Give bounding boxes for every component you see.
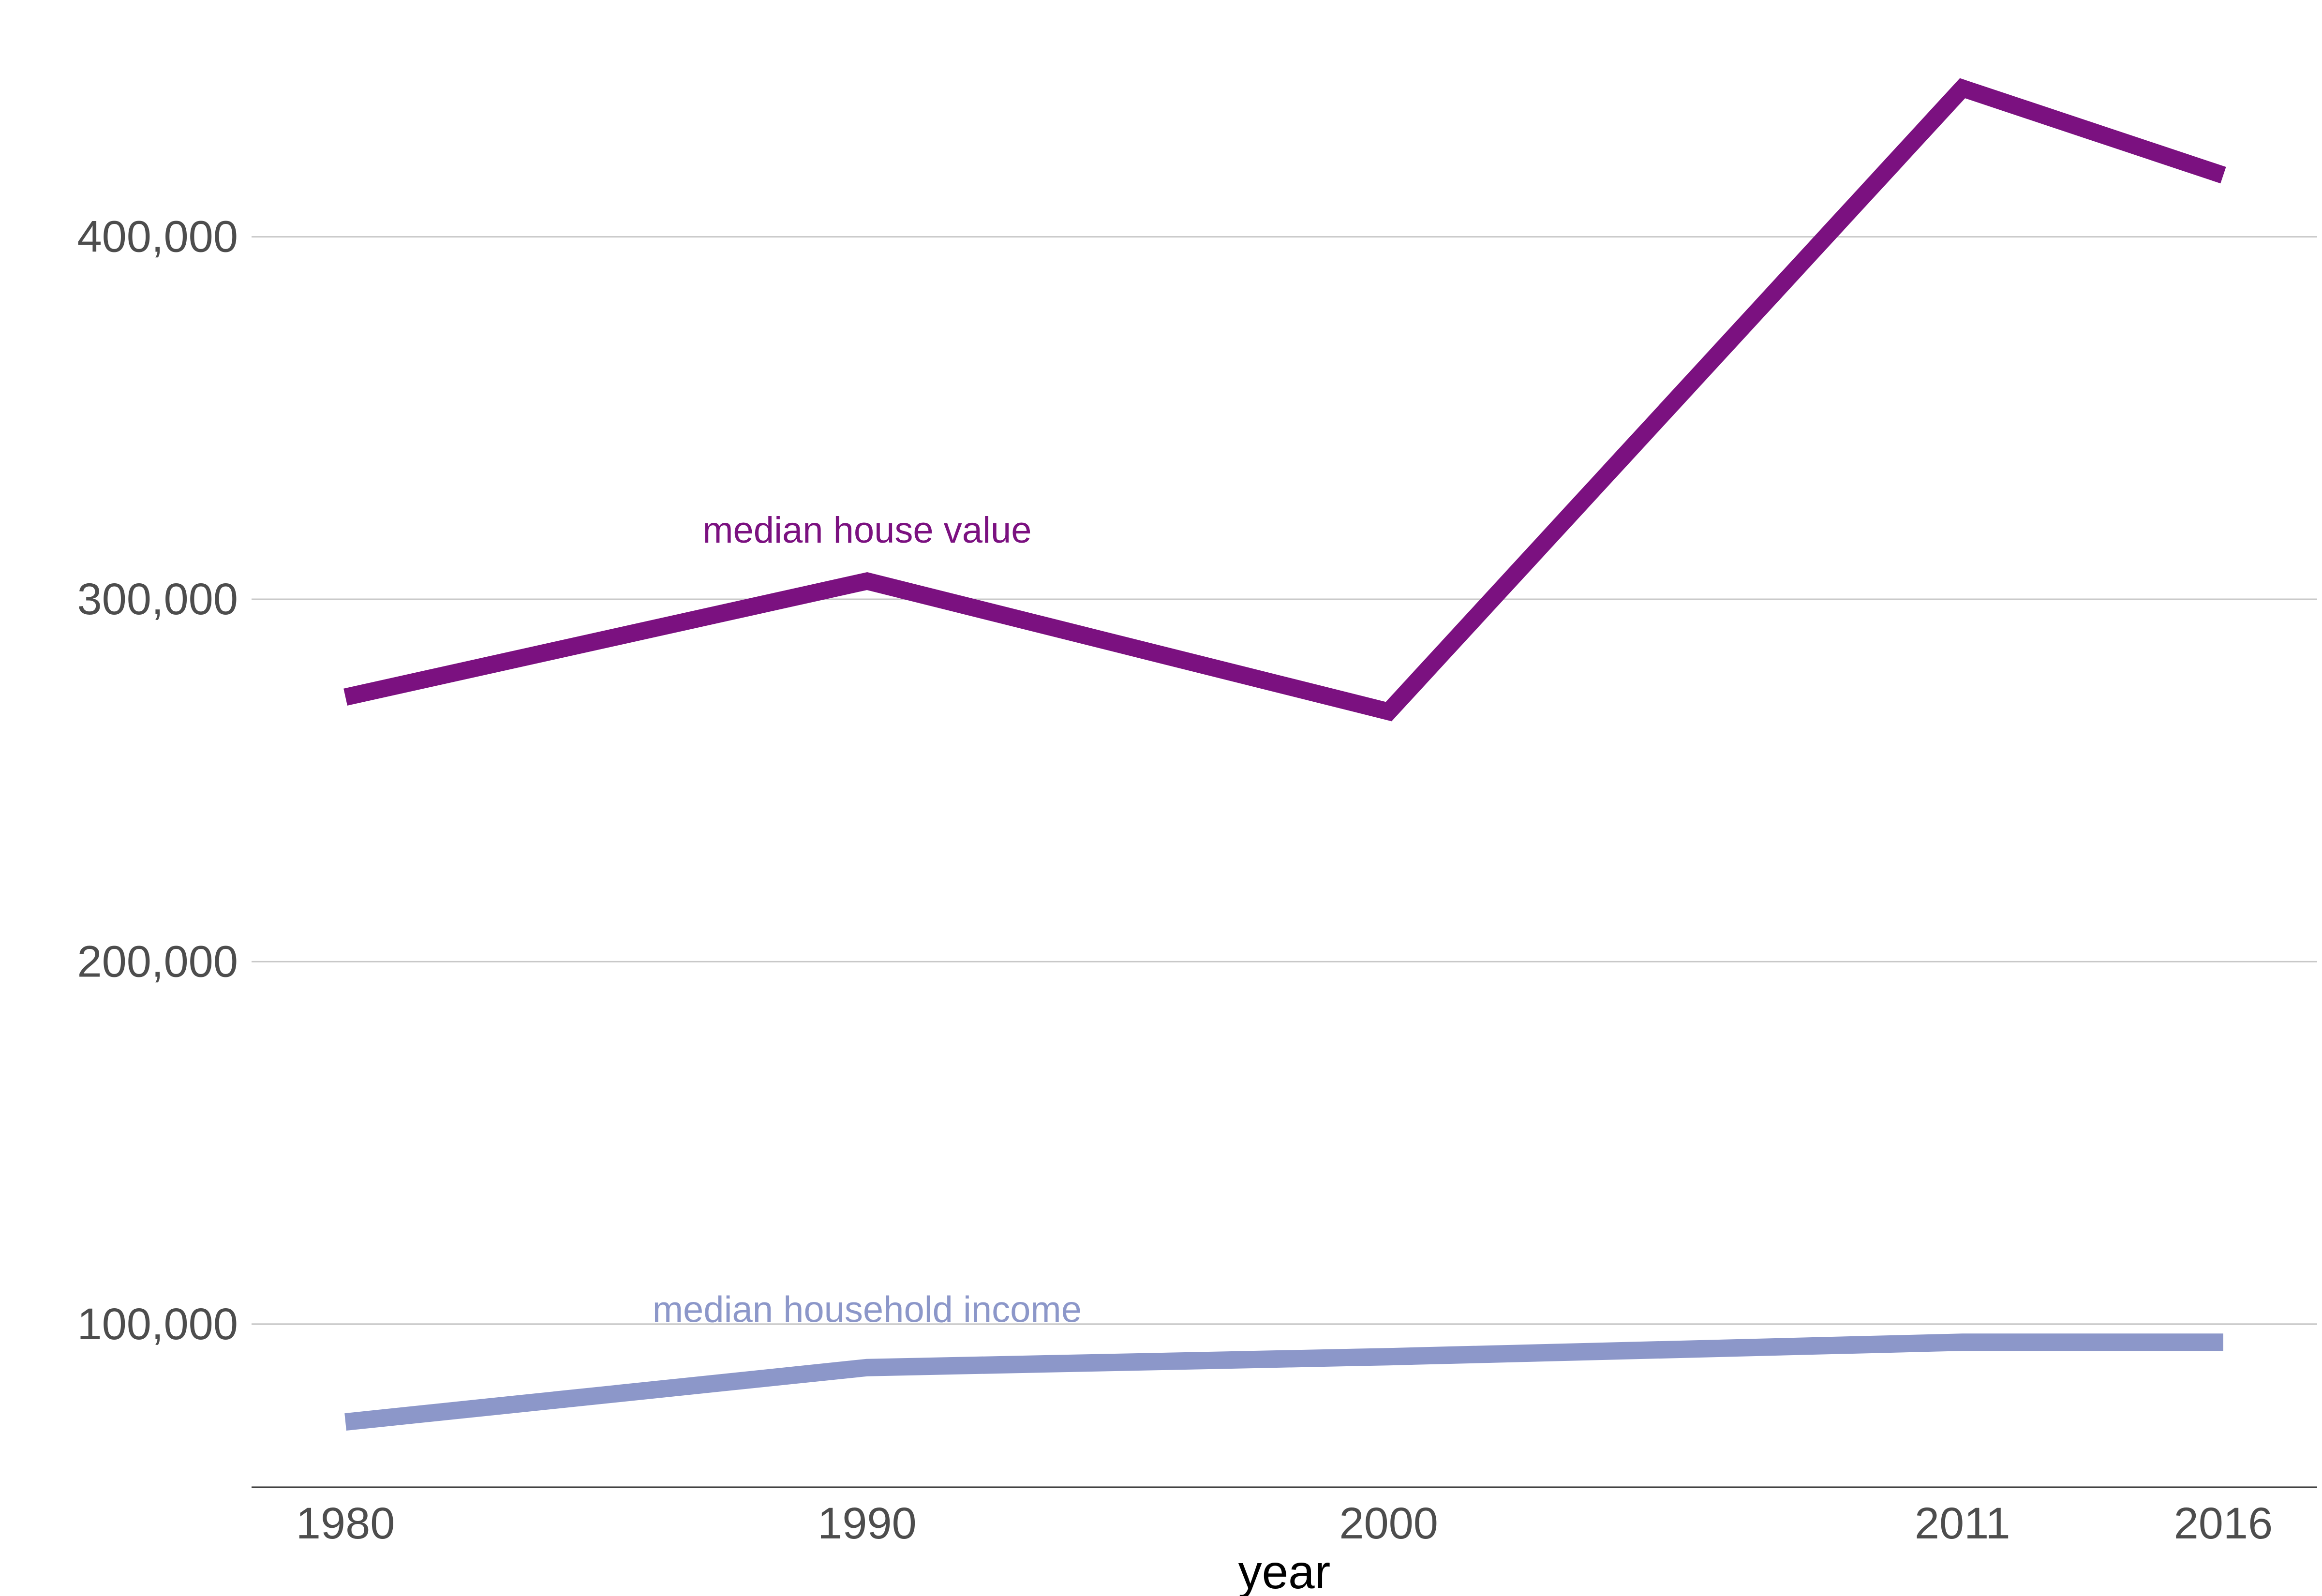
series-line-median-house-value <box>343 78 2226 722</box>
x-tick-label: 1990 <box>818 1499 917 1548</box>
x-tick-label: 2000 <box>1339 1499 1438 1548</box>
series-labels: median house value median household incom… <box>653 510 1082 1330</box>
x-axis-title: year <box>1238 1545 1331 1596</box>
y-axis-tick-labels: 100,000 200,000 300,000 400,000 <box>77 212 238 1349</box>
x-axis-tick-labels: 1980 1990 2000 2011 2016 <box>296 1499 2273 1548</box>
x-tick-label: 2016 <box>2174 1499 2273 1548</box>
series-label: median house value <box>702 510 1031 551</box>
series-lines <box>343 78 2226 1431</box>
x-tick-label: 1980 <box>296 1499 395 1548</box>
y-tick-label: 200,000 <box>77 937 238 986</box>
x-tick-label: 2011 <box>1915 1499 2010 1548</box>
y-tick-label: 400,000 <box>77 212 238 262</box>
series-line-median-household-income <box>344 1333 2223 1431</box>
y-tick-label: 300,000 <box>77 575 238 624</box>
gridlines <box>252 236 2317 1325</box>
series-label: median household income <box>653 1289 1082 1330</box>
y-tick-label: 100,000 <box>77 1300 238 1349</box>
